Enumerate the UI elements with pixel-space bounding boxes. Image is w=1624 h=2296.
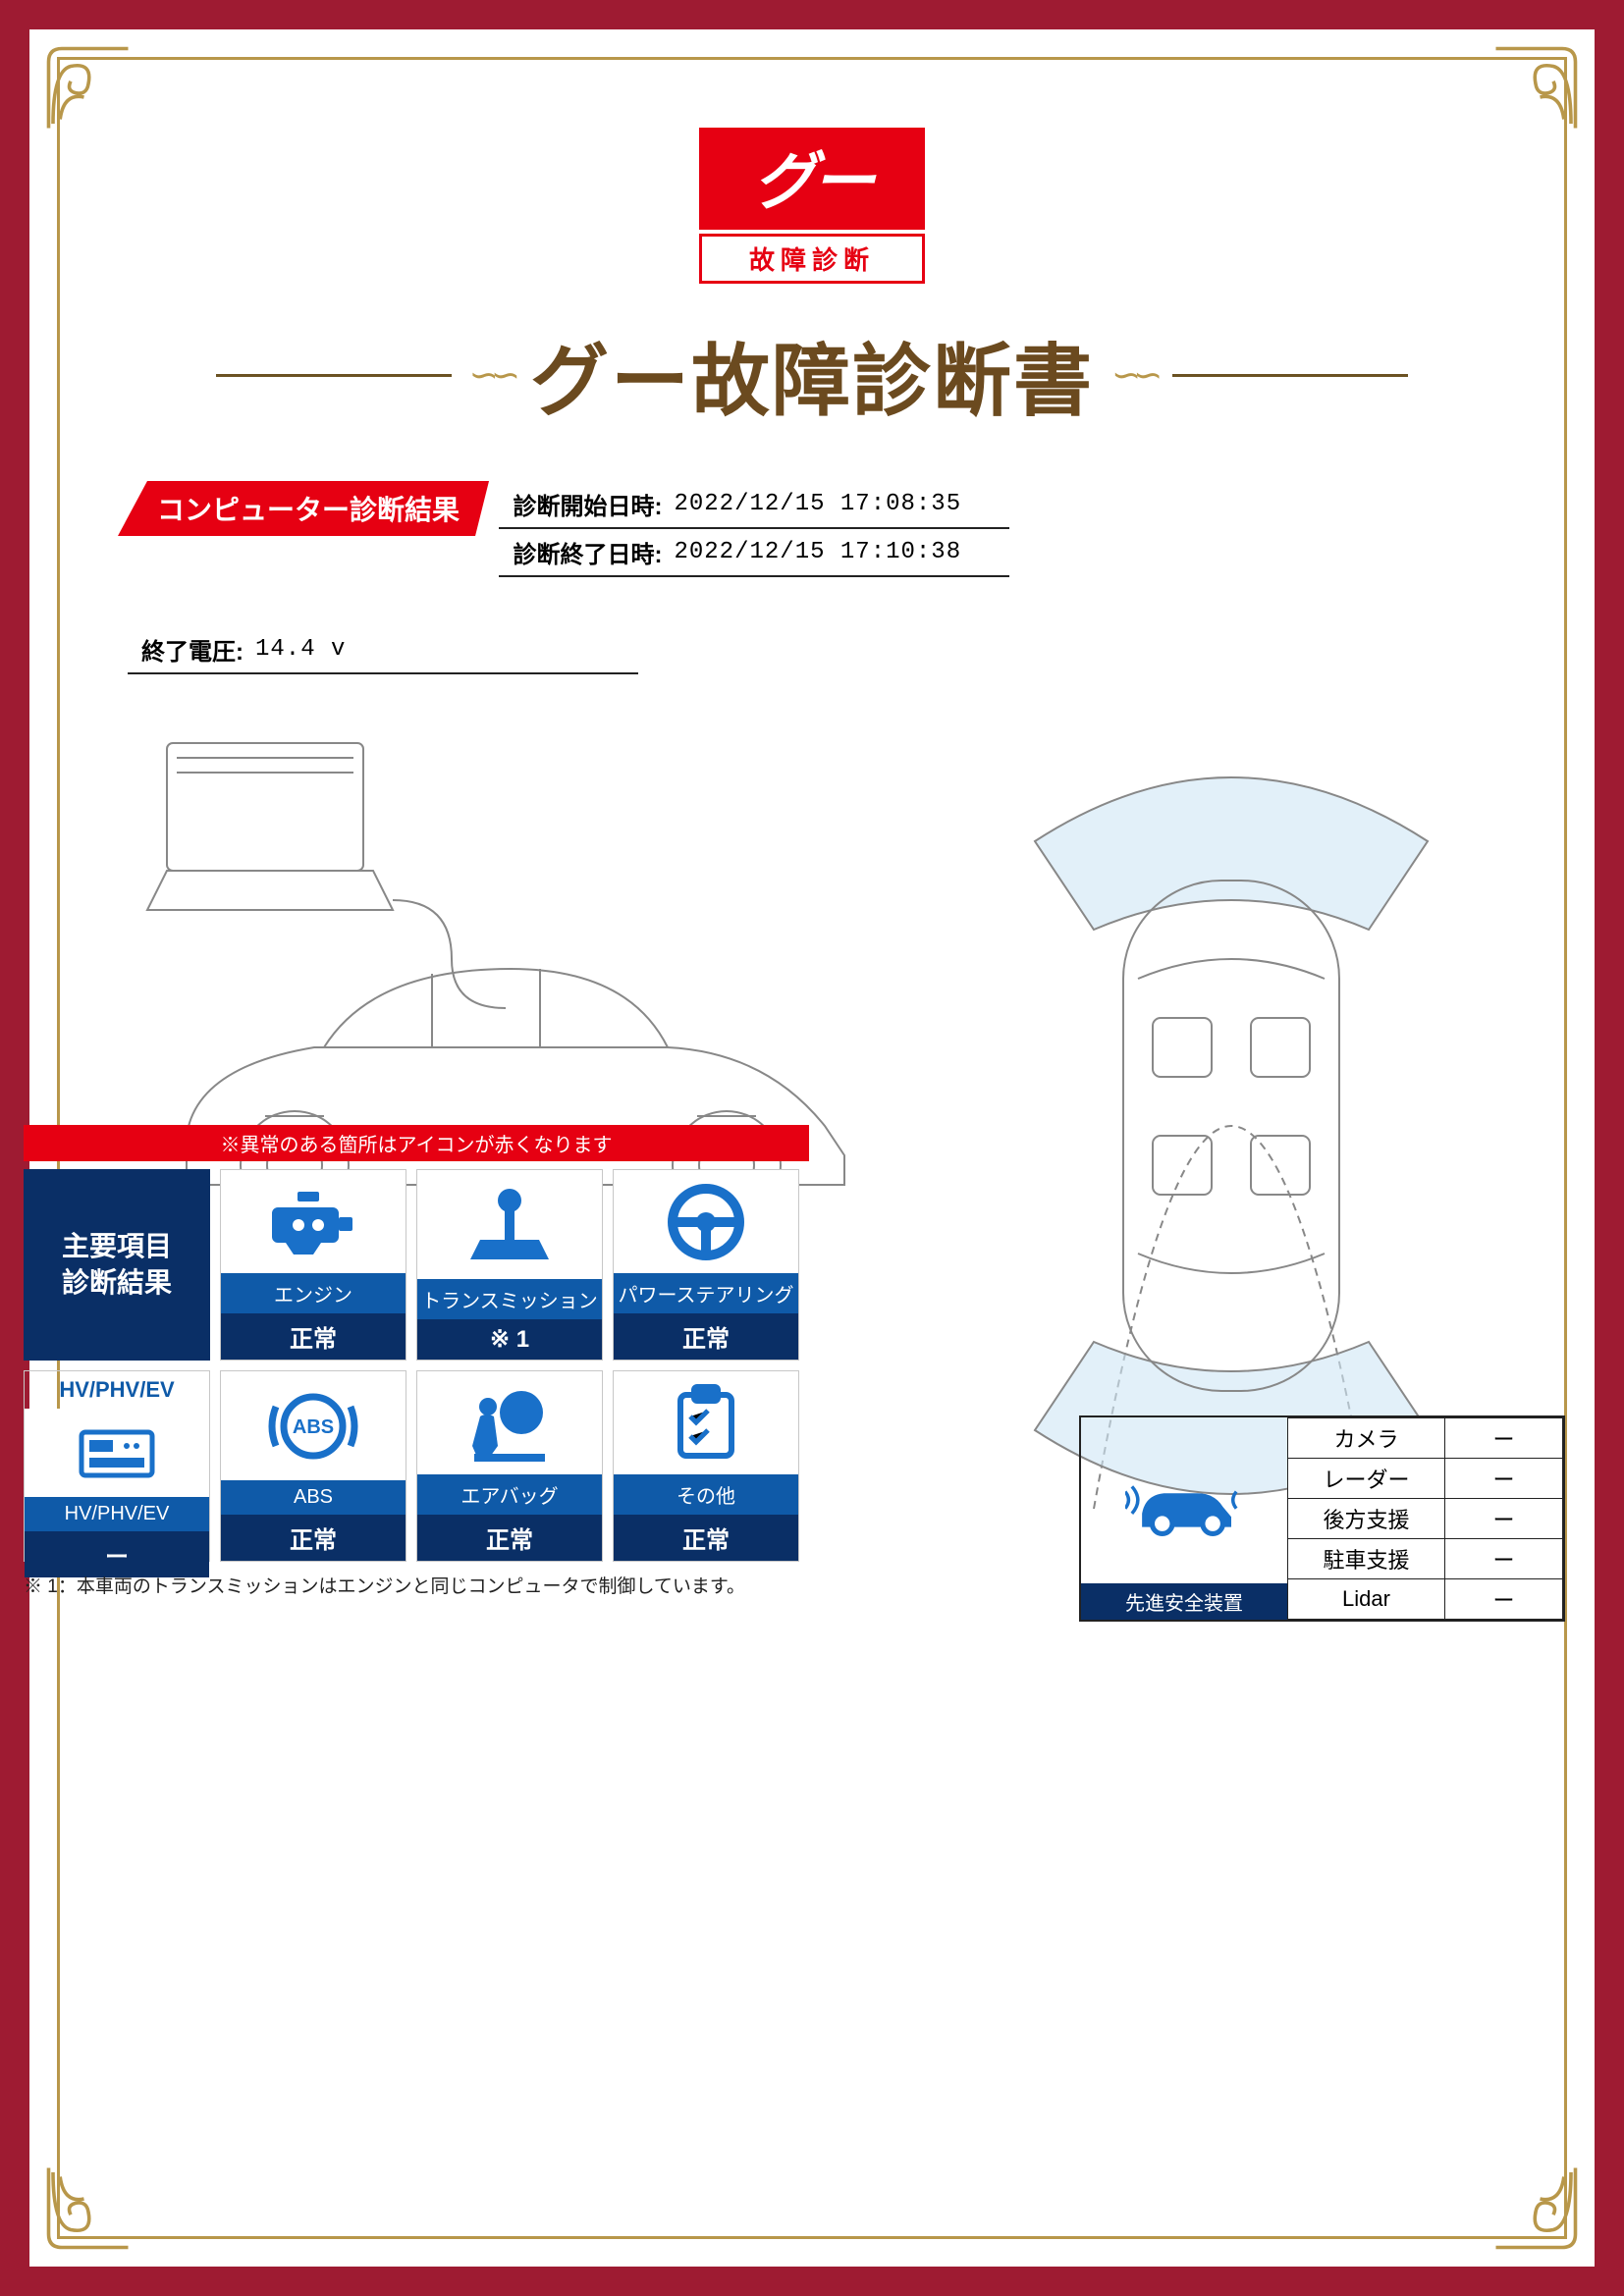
tile-status: ー bbox=[25, 1531, 209, 1577]
safety-key: カメラ bbox=[1288, 1418, 1445, 1459]
tile-status: 正常 bbox=[614, 1515, 798, 1561]
title-row: ∽∽ グー故障診断書 ∽∽ bbox=[98, 318, 1526, 432]
tile-label: ABS bbox=[221, 1480, 406, 1515]
meta-volt-value: 14.4 v bbox=[255, 636, 346, 663]
tile-powersteer: パワーステアリング 正常 bbox=[613, 1169, 799, 1361]
results-panel: ※異常のある箇所はアイコンが赤くなります 主要項目 診断結果 エンジン 正常 ト… bbox=[24, 1125, 809, 1598]
safety-val: ー bbox=[1445, 1579, 1563, 1620]
safety-key: 駐車支援 bbox=[1288, 1539, 1445, 1579]
tile-hv: HV/PHV/EV HV/PHV/EV ー bbox=[24, 1370, 210, 1562]
tile-label: パワーステアリング bbox=[614, 1273, 798, 1313]
meta-block: 診断開始日時: 2022/12/15 17:08:35 診断終了日時: 2022… bbox=[499, 481, 1009, 577]
brand-name: グー bbox=[699, 128, 925, 230]
hv-icon bbox=[25, 1409, 209, 1497]
tile-status: 正常 bbox=[221, 1515, 406, 1561]
tiles-grid: 主要項目 診断結果 エンジン 正常 トランスミッション ※ 1 パワーステアリン… bbox=[24, 1169, 809, 1562]
tile-airbag: エアバッグ 正常 bbox=[416, 1370, 603, 1562]
transmission-icon bbox=[417, 1170, 602, 1279]
meta-start-value: 2022/12/15 17:08:35 bbox=[674, 491, 961, 517]
meta-end-value: 2022/12/15 17:10:38 bbox=[674, 539, 961, 565]
safety-val: ー bbox=[1445, 1539, 1563, 1579]
section-banner: コンピューター診断結果 bbox=[118, 481, 489, 536]
tile-status: 正常 bbox=[221, 1313, 406, 1360]
safety-key: Lidar bbox=[1288, 1579, 1445, 1620]
safety-caption: 先進安全装置 bbox=[1081, 1583, 1287, 1620]
title-rule-right bbox=[1172, 374, 1408, 377]
meta-end-label: 診断終了日時: bbox=[513, 535, 662, 569]
safety-val: ー bbox=[1445, 1459, 1563, 1499]
tile-engine: エンジン 正常 bbox=[220, 1169, 406, 1361]
flourish-icon: ∽∽ bbox=[469, 354, 513, 396]
head-line1: 主要項目 bbox=[62, 1229, 172, 1264]
tile-status: 正常 bbox=[614, 1313, 798, 1360]
abs-icon: ABS bbox=[221, 1371, 406, 1480]
safety-table: 先進安全装置 カメラー レーダーー 後方支援ー 駐車支援ー Lidarー bbox=[1079, 1415, 1565, 1622]
head-line2: 診断結果 bbox=[62, 1265, 172, 1301]
tile-other: その他 正常 bbox=[613, 1370, 799, 1562]
title-rule-left bbox=[216, 374, 452, 377]
tile-label: エンジン bbox=[221, 1273, 406, 1313]
tile-status: 正常 bbox=[417, 1515, 602, 1561]
safety-key: レーダー bbox=[1288, 1459, 1445, 1499]
safety-left: 先進安全装置 bbox=[1081, 1417, 1287, 1620]
tile-label: トランスミッション bbox=[417, 1279, 602, 1319]
tile-label: エアバッグ bbox=[417, 1474, 602, 1515]
warning-banner: ※異常のある箇所はアイコンが赤くなります bbox=[24, 1125, 809, 1161]
airbag-icon bbox=[417, 1371, 602, 1474]
footnote: ※ 1：本車両のトランスミッションはエンジンと同じコンピュータで制御しています。 bbox=[24, 1572, 809, 1598]
safety-val: ー bbox=[1445, 1418, 1563, 1459]
brand-sub: 故障診断 bbox=[699, 234, 925, 284]
head-tile: 主要項目 診断結果 bbox=[24, 1169, 210, 1361]
tile-label: HV/PHV/EV bbox=[25, 1497, 209, 1531]
safety-key: 後方支援 bbox=[1288, 1499, 1445, 1539]
engine-icon bbox=[221, 1170, 406, 1273]
tile-status: ※ 1 bbox=[417, 1319, 602, 1360]
tile-abs: ABS ABS 正常 bbox=[220, 1370, 406, 1562]
steering-icon bbox=[614, 1170, 798, 1273]
tile-transmission: トランスミッション ※ 1 bbox=[416, 1169, 603, 1361]
svg-text:ABS: ABS bbox=[293, 1416, 334, 1438]
safety-val: ー bbox=[1445, 1499, 1563, 1539]
brand-logo: グー 故障診断 bbox=[699, 128, 925, 284]
meta-start-label: 診断開始日時: bbox=[513, 487, 662, 521]
clipboard-icon bbox=[614, 1371, 798, 1474]
safety-car-icon bbox=[1081, 1417, 1287, 1583]
safety-rows: カメラー レーダーー 後方支援ー 駐車支援ー Lidarー bbox=[1287, 1417, 1563, 1620]
meta-volt-label: 終了電圧: bbox=[141, 632, 244, 667]
flourish-icon: ∽∽ bbox=[1111, 354, 1155, 396]
meta-block-volt: 終了電圧: 14.4 v bbox=[128, 626, 638, 674]
hv-top-label: HV/PHV/EV bbox=[25, 1371, 209, 1409]
page-title: グー故障診断書 bbox=[530, 318, 1094, 432]
tile-label: その他 bbox=[614, 1474, 798, 1515]
